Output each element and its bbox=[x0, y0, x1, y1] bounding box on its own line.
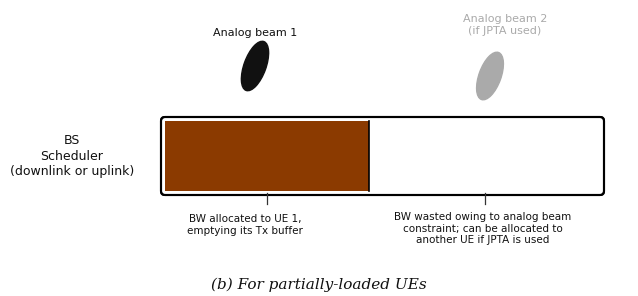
Text: BW wasted owing to analog beam
constraint; can be allocated to
another UE if JPT: BW wasted owing to analog beam constrain… bbox=[394, 212, 572, 245]
Ellipse shape bbox=[477, 52, 503, 100]
Text: BS
Scheduler
(downlink or uplink): BS Scheduler (downlink or uplink) bbox=[10, 134, 134, 178]
Text: Analog beam 1: Analog beam 1 bbox=[213, 28, 297, 38]
Ellipse shape bbox=[241, 41, 269, 91]
Text: (b) For partially-loaded UEs: (b) For partially-loaded UEs bbox=[211, 278, 427, 292]
FancyBboxPatch shape bbox=[161, 117, 604, 195]
Bar bbox=[165, 121, 369, 191]
Text: Analog beam 2
(if JPTA used): Analog beam 2 (if JPTA used) bbox=[463, 15, 547, 36]
Text: BW allocated to UE 1,
emptying its Tx buffer: BW allocated to UE 1, emptying its Tx bu… bbox=[187, 214, 303, 236]
